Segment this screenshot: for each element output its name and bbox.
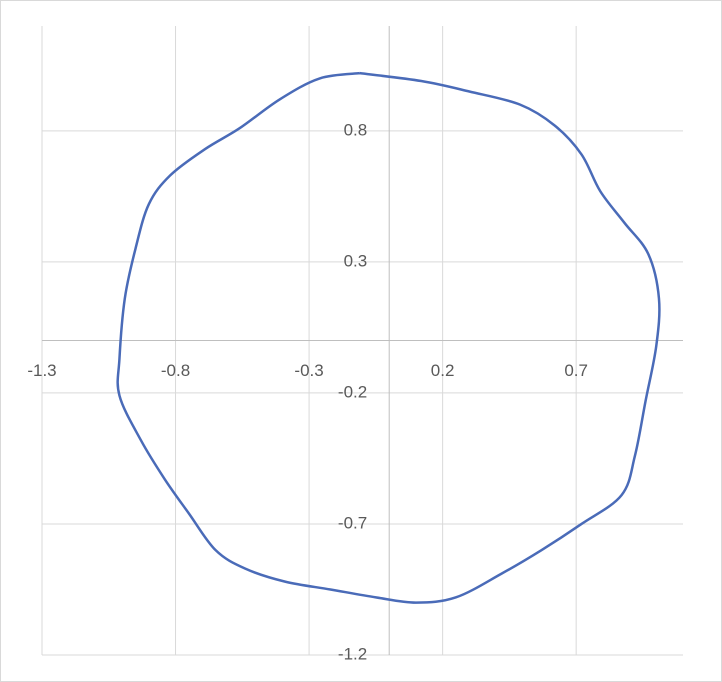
y-tick-label: 0.8	[344, 120, 368, 139]
y-tick-label: -0.2	[338, 382, 367, 401]
x-tick-label: -0.3	[294, 361, 323, 380]
y-tick-label: -0.7	[338, 513, 367, 532]
x-tick-label: 0.7	[564, 361, 588, 380]
series-line	[116, 71, 661, 604]
y-tick-label: 0.3	[344, 251, 368, 270]
x-tick-label: -0.8	[161, 361, 190, 380]
y-tick-label: -1.2	[338, 644, 367, 663]
x-tick-label: -1.3	[27, 361, 56, 380]
x-tick-label: 0.2	[431, 361, 455, 380]
